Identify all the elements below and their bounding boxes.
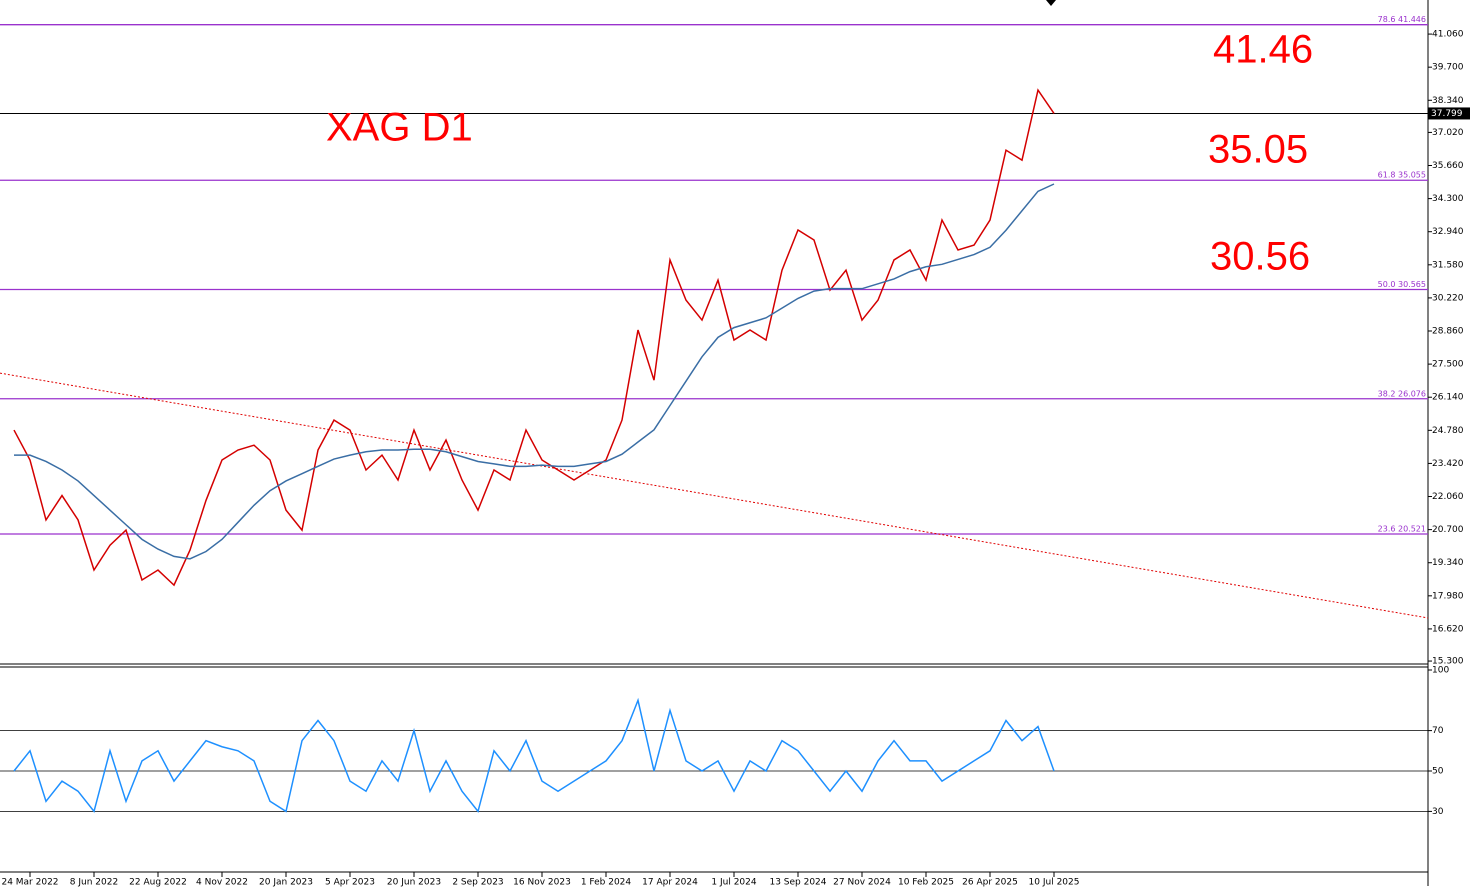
x-tick-label: 4 Nov 2022	[196, 878, 248, 888]
x-tick-label: 24 Mar 2022	[1, 878, 58, 888]
y-tick-label: 22.060	[1432, 492, 1464, 502]
fib-label: 50.0 30.565	[1378, 280, 1426, 289]
x-tick-label: 22 Aug 2022	[129, 878, 187, 888]
series-line	[14, 183, 1055, 560]
fib-label: 23.6 20.521	[1378, 524, 1426, 533]
series-line	[13, 697, 1055, 814]
x-tick-label: 1 Jul 2024	[711, 878, 756, 888]
x-tick-label: 10 Feb 2025	[898, 878, 954, 888]
y-tick-label: 15.300	[1432, 657, 1464, 667]
x-tick-label: 1 Feb 2024	[581, 878, 632, 888]
y-tick-label: 27.500	[1432, 360, 1464, 370]
y-tick-label: 30	[1432, 807, 1444, 817]
x-tick-label: 8 Jun 2022	[70, 878, 118, 888]
y-tick-label: 41.060	[1432, 30, 1464, 40]
x-tick-label: 20 Jan 2023	[259, 878, 313, 888]
x-tick-label: 17 Apr 2024	[642, 878, 698, 888]
x-tick-label: 27 Nov 2024	[833, 878, 891, 888]
x-tick-label: 2 Sep 2023	[452, 878, 503, 888]
y-tick-label: 50	[1432, 767, 1444, 777]
x-tick-label: 10 Jul 2025	[1029, 878, 1080, 888]
y-tick-label: 70	[1432, 726, 1444, 736]
y-tick-label: 16.620	[1432, 624, 1464, 634]
y-tick-label: 38.340	[1432, 96, 1464, 106]
annotation: 30.56	[1210, 235, 1310, 279]
y-tick-label: 20.700	[1432, 525, 1464, 535]
y-tick-label: 34.300	[1432, 194, 1464, 204]
y-tick-label: 30.220	[1432, 293, 1464, 303]
y-tick-label: 17.980	[1432, 591, 1464, 601]
y-tick-label: 23.420	[1432, 459, 1464, 469]
annotation: XAG D1	[326, 106, 473, 150]
x-tick-label: 13 Sep 2024	[769, 878, 826, 888]
x-tick-label: 16 Nov 2023	[513, 878, 571, 888]
x-tick-label: 20 Jun 2023	[387, 878, 441, 888]
x-tick-label: 5 Apr 2023	[325, 878, 375, 888]
y-tick-label: 39.700	[1432, 63, 1464, 73]
fib-label: 78.6 41.446	[1378, 15, 1426, 24]
y-tick-label: 32.940	[1432, 227, 1464, 237]
shift-marker	[1046, 0, 1056, 6]
y-tick-label: 31.580	[1432, 260, 1464, 270]
annotation: 35.05	[1208, 128, 1308, 172]
y-tick-label: 26.140	[1432, 393, 1464, 403]
fib-label: 38.2 26.076	[1378, 389, 1426, 398]
x-tick-label: 26 Apr 2025	[962, 878, 1018, 888]
y-tick-label: 24.780	[1432, 426, 1464, 436]
y-tick-label: 28.860	[1432, 327, 1464, 337]
series-line	[13, 88, 1055, 587]
last-price-label: 37.799	[1431, 109, 1463, 119]
y-tick-label: 35.660	[1432, 161, 1464, 171]
y-tick-label: 37.020	[1432, 128, 1464, 138]
y-tick-label: 100	[1432, 666, 1449, 676]
trendline	[0, 372, 1429, 619]
y-tick-label: 19.340	[1432, 558, 1464, 568]
annotation: 41.46	[1213, 28, 1313, 72]
fib-label: 61.8 35.055	[1378, 171, 1426, 180]
last-price-box	[1428, 107, 1470, 120]
